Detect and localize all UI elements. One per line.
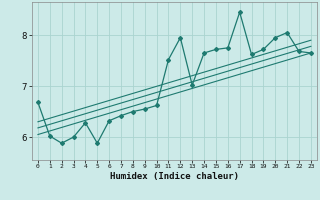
X-axis label: Humidex (Indice chaleur): Humidex (Indice chaleur) [110, 172, 239, 181]
